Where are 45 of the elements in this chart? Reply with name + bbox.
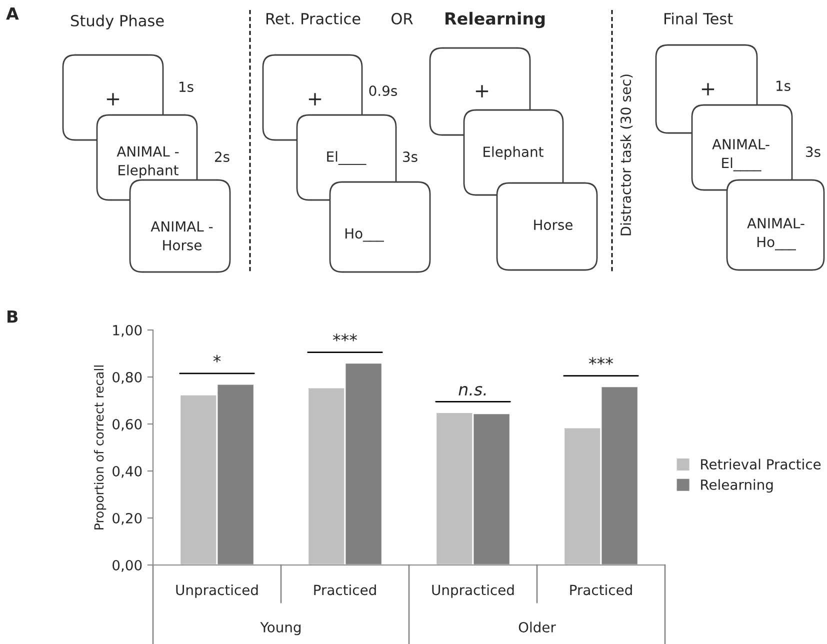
text: ANIMAL- El____ xyxy=(712,139,770,172)
y-tick-label: 0,00 xyxy=(112,560,142,572)
text: 1s xyxy=(179,82,194,92)
text: Elephant xyxy=(484,146,544,160)
text: Ret. Practice xyxy=(266,12,360,24)
y-tick-label: 0,40 xyxy=(112,466,142,478)
text: 1s xyxy=(776,80,790,92)
text: Ho___ xyxy=(345,228,384,242)
annotation: n.s. xyxy=(458,386,486,396)
text: Final Test xyxy=(664,12,733,24)
text: ANIMAL- Ho___ xyxy=(747,218,804,250)
y-tick-label: 1,00 xyxy=(113,324,142,337)
annotation: * xyxy=(213,354,221,362)
annotation: *** xyxy=(332,334,358,342)
legend-label: Retrieval Practice xyxy=(701,458,821,470)
text: OR xyxy=(392,12,413,24)
text: 2s xyxy=(214,152,230,162)
x-tick-label: Unpracticed xyxy=(176,584,258,598)
y-axis-title: Proportion of correct recall xyxy=(94,366,106,530)
text: Study Phase xyxy=(71,14,164,30)
text: Horse xyxy=(534,220,572,230)
text: B xyxy=(8,310,18,323)
text: + xyxy=(476,85,488,98)
text: Distractor task (30 sec) xyxy=(620,74,633,236)
text: Young xyxy=(260,622,301,636)
text: + xyxy=(702,83,714,96)
text: Older xyxy=(518,622,556,632)
text: + xyxy=(106,93,120,106)
y-tick-label: 0,60 xyxy=(112,418,142,431)
text: ANIMAL - Elephant xyxy=(116,146,179,178)
x-tick-label: Practiced xyxy=(570,584,632,596)
text: ANIMAL - Horse xyxy=(150,221,213,250)
y-tick-label: 0,20 xyxy=(112,512,142,525)
text: Relearning xyxy=(446,12,545,28)
text: El____ xyxy=(327,151,366,165)
x-tick-label: Practiced xyxy=(314,584,376,596)
text: A xyxy=(6,7,19,20)
annotation: *** xyxy=(588,357,614,365)
x-tick-label: Unpracticed xyxy=(432,584,514,598)
text: 0.9s xyxy=(369,86,397,96)
text: 3s xyxy=(806,146,820,158)
legend-label: Relearning xyxy=(701,479,773,493)
y-tick-label: 0,80 xyxy=(112,372,142,384)
text: + xyxy=(308,93,322,106)
text: 3s xyxy=(403,152,418,162)
